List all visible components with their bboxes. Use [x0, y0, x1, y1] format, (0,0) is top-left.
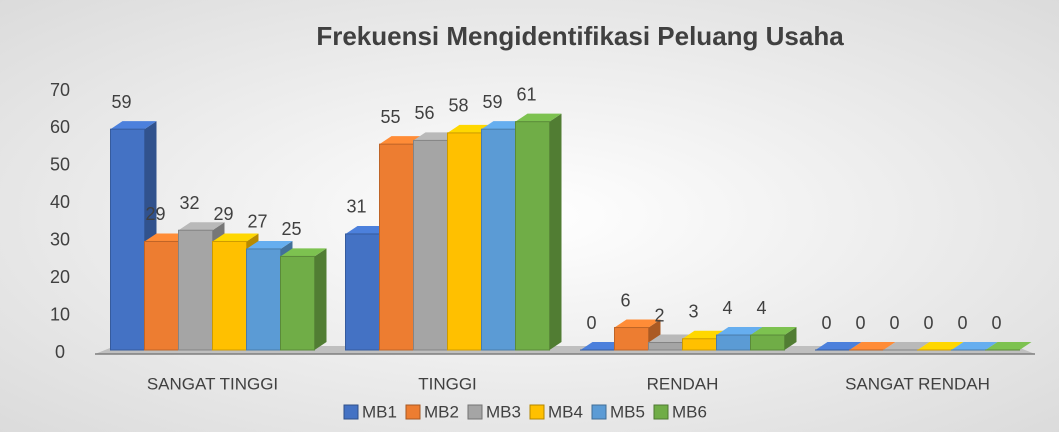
- bar: [345, 233, 380, 351]
- chart-title: Frekuensi Mengidentifikasi Peluang Usaha: [316, 21, 844, 51]
- bar: [110, 128, 145, 351]
- legend-label: MB1: [362, 402, 397, 421]
- bar: [413, 139, 448, 351]
- value-label: 0: [923, 313, 933, 333]
- value-label: 31: [346, 197, 366, 217]
- y-tick-label: 60: [50, 117, 70, 137]
- value-label: 0: [586, 313, 596, 333]
- x-tick-label: SANGAT RENDAH: [845, 374, 990, 393]
- x-tick-label: RENDAH: [647, 374, 719, 393]
- legend-label: MB6: [672, 402, 707, 421]
- bar: [716, 334, 751, 351]
- value-label: 3: [688, 302, 698, 322]
- bar: [144, 240, 179, 351]
- legend-label: MB3: [486, 402, 521, 421]
- value-label: 0: [889, 313, 899, 333]
- value-label: 25: [281, 219, 301, 239]
- legend-label: MB4: [548, 402, 583, 421]
- bar-top: [178, 222, 225, 231]
- bar: [515, 121, 550, 351]
- legend-swatch: [653, 404, 669, 420]
- value-label: 56: [414, 103, 434, 123]
- bar-top: [515, 113, 562, 122]
- bar-top: [985, 342, 1032, 350]
- value-label: 0: [991, 313, 1001, 333]
- y-tick-label: 50: [50, 155, 70, 175]
- bar: [379, 143, 414, 351]
- bar: [246, 248, 281, 351]
- bar-side: [784, 327, 797, 350]
- bar: [648, 342, 683, 351]
- value-label: 59: [111, 92, 131, 112]
- value-label: 61: [516, 84, 536, 104]
- value-label: 58: [448, 96, 468, 116]
- value-label: 0: [957, 313, 967, 333]
- value-label: 6: [620, 290, 630, 310]
- legend-swatch: [529, 404, 545, 420]
- legend-label: MB5: [610, 402, 645, 421]
- value-label: 59: [482, 92, 502, 112]
- bar-top: [614, 319, 661, 328]
- value-label: 2: [654, 305, 664, 325]
- value-label: 29: [213, 204, 233, 224]
- y-tick-label: 20: [50, 267, 70, 287]
- value-label: 0: [855, 313, 865, 333]
- bar-top: [280, 248, 327, 257]
- bar: [750, 334, 785, 351]
- value-label: 29: [145, 204, 165, 224]
- bar-top: [883, 342, 930, 350]
- bar: [178, 229, 213, 351]
- bar-side: [314, 248, 327, 350]
- y-tick-label: 70: [50, 80, 70, 100]
- value-label: 4: [722, 298, 732, 318]
- legend-swatch: [467, 404, 483, 420]
- bar-top: [917, 342, 964, 350]
- legend-swatch: [591, 404, 607, 420]
- bar: [280, 255, 315, 351]
- x-tick-label: TINGGI: [418, 374, 477, 393]
- bar-top: [212, 233, 259, 242]
- value-label: 27: [247, 212, 267, 232]
- value-label: 32: [179, 193, 199, 213]
- bar-side: [549, 113, 562, 350]
- legend-label: MB2: [424, 402, 459, 421]
- x-tick-label: SANGAT TINGGI: [147, 374, 278, 393]
- y-tick-label: 0: [55, 342, 65, 362]
- legend-swatch: [343, 404, 359, 420]
- y-tick-label: 30: [50, 229, 70, 249]
- bar: [682, 338, 717, 351]
- bar-top: [110, 121, 157, 130]
- bar: [212, 240, 247, 351]
- bar-top: [716, 327, 763, 336]
- bar-top: [951, 342, 998, 350]
- bar-top: [849, 342, 896, 350]
- y-tick-label: 40: [50, 192, 70, 212]
- bar-top: [246, 240, 293, 249]
- bar: [447, 132, 482, 351]
- bar: [481, 128, 516, 351]
- value-label: 0: [821, 313, 831, 333]
- bar-top: [750, 327, 797, 336]
- value-label: 4: [756, 298, 766, 318]
- floor: [95, 346, 1035, 354]
- value-label: 55: [380, 107, 400, 127]
- bar: [614, 327, 649, 351]
- bar-top: [815, 342, 862, 350]
- legend-swatch: [405, 404, 421, 420]
- y-tick-label: 10: [50, 304, 70, 324]
